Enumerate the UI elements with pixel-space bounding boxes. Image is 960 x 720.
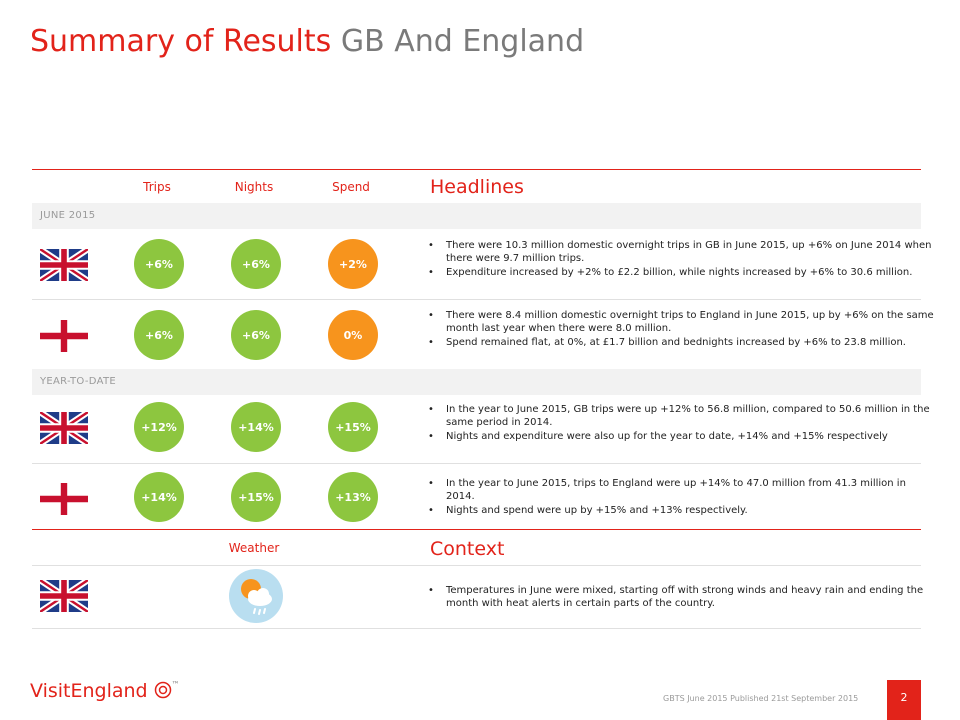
england-flag-icon — [40, 320, 88, 352]
eng-ytd-headlines: In the year to June 2015, trips to Engla… — [426, 478, 936, 520]
section-ytd-label: YEAR-TO-DATE — [40, 376, 116, 387]
context-top-rule — [32, 529, 921, 530]
visitengland-logo: VisitEngland ™ — [30, 680, 180, 702]
row-divider — [32, 463, 921, 464]
context-heading: Context — [430, 538, 505, 560]
title-sub: GB And England — [340, 24, 585, 59]
headline-bullet: In the year to June 2015, GB trips were … — [428, 404, 936, 429]
eng-june-spend-badge: 0% — [328, 310, 378, 360]
headline-bullet: Expenditure increased by +2% to £2.2 bil… — [428, 267, 936, 280]
eng-ytd-nights-badge: +15% — [231, 472, 281, 522]
context-bullets: Temperatures in June were mixed, startin… — [426, 585, 936, 612]
footer-note: GBTS June 2015 Published 21st September … — [663, 694, 859, 703]
gb-ytd-headlines: In the year to June 2015, GB trips were … — [426, 404, 936, 446]
header-top-rule — [32, 169, 921, 170]
eng-june-nights-badge: +6% — [231, 310, 281, 360]
eng-ytd-trips-badge: +14% — [134, 472, 184, 522]
section-june: JUNE 2015 — [32, 203, 921, 229]
gb-june-trips-badge: +6% — [134, 239, 184, 289]
eng-ytd-spend-badge: +13% — [328, 472, 378, 522]
gb-flag-icon — [40, 412, 88, 444]
headline-bullet: In the year to June 2015, trips to Engla… — [428, 478, 936, 503]
title-main: Summary of Results — [30, 24, 332, 59]
eng-june-trips-badge: +6% — [134, 310, 184, 360]
col-head-spend: Spend — [332, 180, 370, 194]
gb-june-spend-badge: +2% — [328, 239, 378, 289]
headline-bullet: There were 8.4 million domestic overnigh… — [428, 310, 936, 335]
context-bullet: Temperatures in June were mixed, startin… — [428, 585, 936, 610]
gb-flag-icon — [40, 249, 88, 281]
england-flag-icon — [40, 483, 88, 515]
row-divider — [32, 299, 921, 300]
headlines-heading: Headlines — [430, 176, 524, 198]
logo-trademark: ™ — [171, 680, 180, 689]
gb-june-nights-badge: +6% — [231, 239, 281, 289]
headline-bullet: There were 10.3 million domestic overnig… — [428, 240, 936, 265]
rose-icon — [154, 681, 171, 699]
gb-ytd-nights-badge: +14% — [231, 402, 281, 452]
col-head-nights: Nights — [234, 180, 274, 194]
section-ytd: YEAR-TO-DATE — [32, 369, 921, 395]
gb-ytd-spend-badge: +15% — [328, 402, 378, 452]
gb-june-headlines: There were 10.3 million domestic overnig… — [426, 240, 936, 282]
col-head-trips: Trips — [143, 180, 171, 194]
page-title: Summary of Results GB And England — [30, 24, 584, 59]
page-number: 2 — [887, 680, 921, 720]
headline-bullet: Nights and spend were up by +15% and +13… — [428, 505, 936, 518]
eng-june-headlines: There were 8.4 million domestic overnigh… — [426, 310, 936, 352]
gb-flag-icon — [40, 580, 88, 612]
logo-text: VisitEngland — [30, 680, 148, 702]
row-divider — [32, 565, 921, 566]
headline-bullet: Nights and expenditure were also up for … — [428, 431, 936, 444]
section-june-label: JUNE 2015 — [40, 210, 96, 221]
sun-cloud-rain-icon — [229, 569, 283, 623]
context-bottom-rule — [32, 628, 921, 629]
col-head-weather: Weather — [228, 541, 280, 555]
headline-bullet: Spend remained flat, at 0%, at £1.7 bill… — [428, 337, 936, 350]
gb-ytd-trips-badge: +12% — [134, 402, 184, 452]
